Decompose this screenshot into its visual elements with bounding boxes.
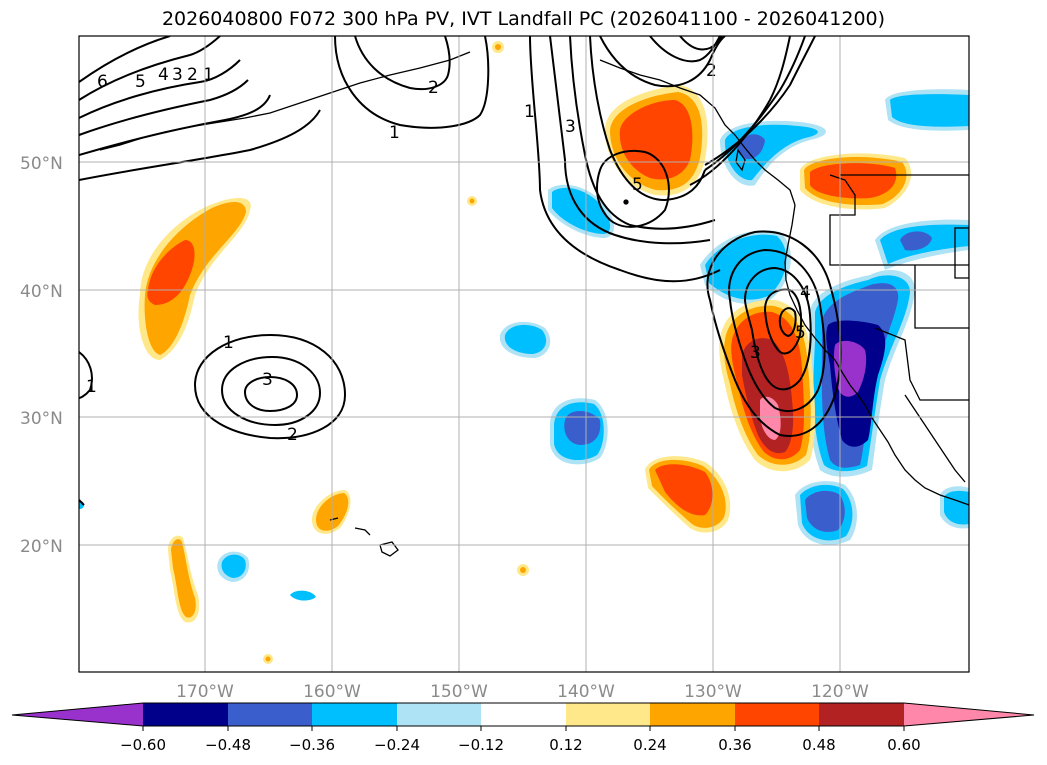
colorbar-tick-label: 0.24: [633, 736, 666, 754]
latitude-labels: 50°N 40°N 30°N 20°N: [20, 154, 63, 557]
positive-anomaly-west: [138, 198, 251, 360]
contour-label: 4: [158, 65, 169, 85]
colorbar-bin: [819, 703, 904, 726]
lon-label-160w: 160°W: [303, 682, 361, 702]
lon-label-130w: 130°W: [684, 682, 742, 702]
colorbar-bin: [397, 703, 481, 726]
lon-label-150w: 150°W: [430, 682, 488, 702]
positive-anomaly-pnw: [800, 153, 912, 210]
positive-anomaly-south: [168, 535, 200, 623]
colorbar-tick-label: −0.60: [120, 736, 166, 754]
colorbar-tick-label: −0.12: [458, 736, 504, 754]
colorbar-tick-label: 0.48: [802, 736, 835, 754]
colorbar-bin: [481, 703, 566, 726]
colorbar-bin: [650, 703, 735, 726]
negative-anomaly-canada: [885, 89, 969, 131]
colorbar-bin: [143, 703, 228, 726]
positive-anomaly-gulf-alaska: [605, 85, 708, 196]
negative-anomaly-30n: [550, 398, 608, 465]
lat-label-40n: 40°N: [20, 282, 63, 302]
map-title: 2026040800 F072 300 hPa PV, IVT Landfall…: [161, 8, 886, 30]
contour-label: 3: [172, 65, 183, 85]
contour-label: 6: [97, 72, 108, 92]
colorbar-bin: [228, 703, 312, 726]
positive-anomaly-california: [719, 299, 816, 472]
colorbar-tick-label: 0.12: [549, 736, 582, 754]
contour-label: 2: [187, 65, 198, 85]
contour-label: 2: [428, 78, 439, 98]
lat-label-50n: 50°N: [20, 154, 63, 174]
colorbar-extend-max: [904, 703, 1034, 726]
lat-label-20n: 20°N: [20, 537, 63, 557]
colorbar-tick-label: −0.36: [289, 736, 335, 754]
lat-label-30n: 30°N: [20, 409, 63, 429]
contour-label: 1: [389, 123, 400, 143]
contour-label: 1: [203, 65, 214, 85]
contour-label: 1: [86, 377, 97, 397]
negative-anomaly-central: [499, 321, 551, 358]
negative-anomaly-bc: [720, 120, 827, 186]
contour-labels: 6 5 4 3 2 1 2 1 1 3 2 5 4 5 3 1 3 2 1: [86, 61, 811, 445]
contour-label: 1: [524, 102, 535, 122]
contour-label: 3: [262, 370, 273, 390]
contour-label: 1: [223, 333, 234, 353]
contour-label: 5: [135, 72, 146, 92]
colorbar-tick-label: 0.36: [718, 736, 751, 754]
pv-contours: [79, 36, 842, 506]
pv-shading: [79, 41, 969, 664]
contour-label: 5: [795, 323, 806, 343]
contour-label: 2: [706, 61, 717, 81]
colorbar-extend-min: [12, 703, 143, 726]
negative-anomaly-sw: [217, 551, 316, 601]
contour-label: 3: [565, 117, 576, 137]
positive-anomaly-25n: [645, 456, 731, 533]
colorbar-bin: [566, 703, 650, 726]
contour-label: 2: [287, 425, 298, 445]
colorbar-tick-label: −0.48: [205, 736, 251, 754]
gridlines: [79, 36, 969, 672]
contour-label: 3: [750, 343, 761, 363]
map-frame: [78, 35, 970, 673]
lon-label-170w: 170°W: [176, 682, 234, 702]
colorbar-bin: [735, 703, 819, 726]
lon-label-140w: 140°W: [557, 682, 615, 702]
lon-label-120w: 120°W: [811, 682, 869, 702]
colorbar: −0.60 −0.48 −0.36 −0.24 −0.12 0.12 0.24 …: [11, 702, 1035, 754]
colorbar-tick-label: 0.60: [887, 736, 920, 754]
contour-label: 5: [632, 175, 643, 195]
colorbar-bin: [312, 703, 397, 726]
longitude-labels: 170°W 160°W 150°W 140°W 130°W 120°W: [176, 682, 869, 702]
contour-label: 4: [800, 283, 811, 303]
colorbar-tick-label: −0.24: [374, 736, 420, 754]
